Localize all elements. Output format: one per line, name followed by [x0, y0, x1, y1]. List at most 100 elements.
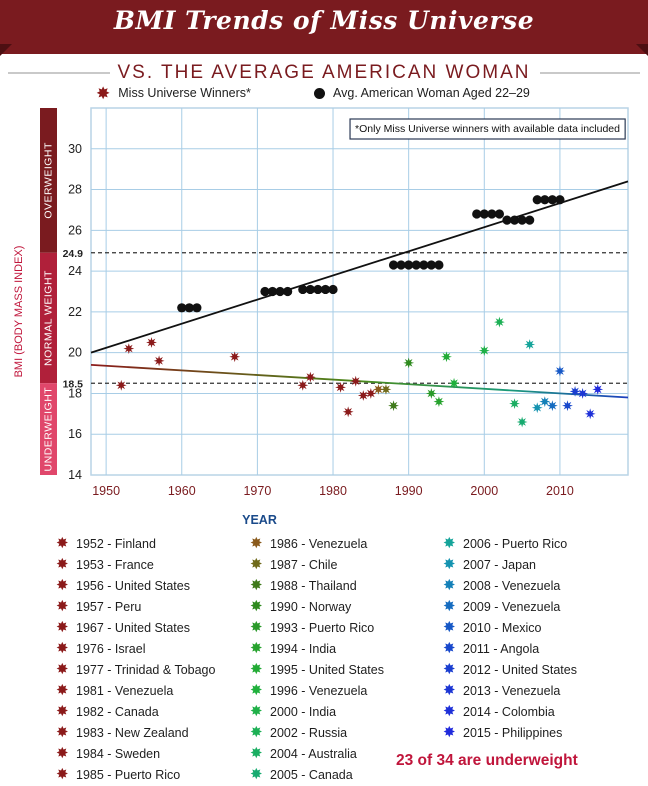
star-icon: ✸	[443, 640, 456, 657]
avg-woman-point	[426, 260, 436, 270]
winner-list-label: 2008 - Venezuela	[463, 579, 561, 593]
miss-universe-point	[448, 377, 460, 389]
avg-woman-point	[555, 195, 565, 205]
x-tick-label: 1970	[243, 484, 271, 498]
winner-list-item: ✸ 2010 - Mexico	[443, 617, 577, 638]
miss-universe-point	[494, 316, 505, 328]
star-icon: ✸	[443, 556, 456, 573]
page-title: BMI Trends of Miss Universe	[113, 6, 535, 35]
star-icon: ✸	[250, 577, 263, 594]
miss-universe-point	[425, 388, 437, 399]
winner-list-item: ✸ 1953 - France	[56, 554, 215, 575]
winner-list-item: ✸ 2012 - United States	[443, 659, 577, 680]
winner-list-label: 1981 - Venezuela	[76, 684, 174, 698]
avg-woman-point	[547, 195, 557, 205]
miss-universe-point	[554, 365, 566, 377]
miss-universe-point	[478, 345, 490, 357]
winner-list-label: 2007 - Japan	[463, 558, 536, 572]
winner-list-item: ✸ 1986 - Venezuela	[250, 533, 384, 554]
avg-woman-point	[305, 284, 315, 295]
star-icon: ✸	[250, 745, 263, 762]
winner-list-item: ✸ 2009 - Venezuela	[443, 596, 577, 617]
star-icon: ✸	[250, 640, 263, 657]
y-tick-label: 26	[68, 223, 82, 237]
winner-list-label: 1996 - Venezuela	[270, 684, 368, 698]
miss-universe-point	[229, 351, 241, 363]
star-icon: ✸	[250, 766, 263, 783]
avg-woman-point	[275, 286, 285, 297]
miss-universe-point	[350, 375, 362, 387]
winner-list-label: 2010 - Mexico	[463, 621, 542, 635]
miss-universe-point	[357, 390, 369, 401]
title-banner	[0, 0, 648, 54]
miss-universe-point	[539, 396, 551, 407]
winner-list-label: 2015 - Philippines	[463, 726, 563, 740]
star-icon: ✸	[250, 535, 263, 552]
winners-list-column-2: ✸ 1986 - Venezuela ✸ 1987 - Chile ✸ 1988 - Th…	[250, 533, 384, 785]
y-tick-label: 22	[68, 305, 82, 319]
miss-universe-point	[342, 406, 354, 418]
miss-universe-point	[146, 337, 157, 348]
star-icon: ✸	[250, 598, 263, 615]
winner-list-label: 1990 - Norway	[270, 600, 352, 614]
underweight-summary: 23 of 34 are underweight	[396, 752, 578, 769]
avg-woman-point	[298, 284, 308, 295]
avg-woman-point	[313, 284, 323, 295]
divider-left	[8, 72, 110, 74]
winner-list-label: 2005 - Canada	[270, 768, 353, 782]
star-icon: ✸	[443, 703, 456, 720]
miss-universe-point	[577, 388, 589, 399]
star-icon: ✸	[56, 682, 69, 699]
miss-universe-point	[509, 398, 520, 410]
avg-woman-point	[472, 209, 482, 219]
star-icon: ✸	[443, 661, 456, 678]
winner-list-item: ✸ 1995 - United States	[250, 659, 384, 680]
band-label: OVERWEIGHT	[43, 142, 55, 219]
miss-universe-point	[115, 379, 127, 391]
star-icon: ✸	[56, 703, 69, 720]
winner-list-label: 1976 - Israel	[76, 642, 146, 656]
avg-woman-point	[267, 286, 278, 297]
winner-list-label: 1988 - Thailand	[270, 579, 357, 593]
winner-list-item: ✸ 1996 - Venezuela	[250, 680, 384, 701]
x-tick-label: 1950	[92, 484, 120, 498]
y-tick-label: 30	[68, 142, 82, 156]
avg-woman-point	[283, 286, 293, 297]
winner-list-item: ✸ 1987 - Chile	[250, 554, 384, 575]
miss-universe-point	[441, 351, 452, 363]
x-tick-label: 1980	[319, 484, 347, 498]
avg-woman-point	[502, 215, 512, 225]
winner-list-item: ✸ 1983 - New Zealand	[56, 722, 215, 743]
winners-list-column-1: ✸ 1952 - Finland ✸ 1953 - France ✸ 1956 - Uni…	[56, 533, 215, 785]
miss-universe-point	[373, 383, 384, 395]
winner-list-item: ✸ 1976 - Israel	[56, 638, 215, 659]
avg-woman-point	[388, 260, 399, 270]
winner-list-item: ✸ 1994 - India	[250, 638, 384, 659]
miss-universe-point	[335, 381, 346, 393]
plot-area	[90, 107, 629, 476]
miss-universe-point	[584, 408, 596, 420]
star-icon: ✸	[56, 598, 69, 615]
band-normal-weight	[40, 252, 57, 384]
x-axis-label: YEAR	[242, 513, 277, 527]
winner-list-item: ✸ 1993 - Puerto Rico	[250, 617, 384, 638]
winner-list-label: 1986 - Venezuela	[270, 537, 368, 551]
avg-woman-point	[494, 209, 505, 219]
star-marker-icon: ✸	[96, 83, 111, 103]
miss-universe-point	[546, 400, 558, 412]
winner-list-label: 1982 - Canada	[76, 705, 159, 719]
winner-list-label: 1952 - Finland	[76, 537, 156, 551]
winner-list-item: ✸ 1982 - Canada	[56, 701, 215, 722]
miss-universe-point	[569, 386, 581, 397]
star-icon: ✸	[250, 619, 263, 636]
winner-list-item: ✸ 2015 - Philippines	[443, 722, 577, 743]
winner-list-item: ✸ 2006 - Puerto Rico	[443, 533, 577, 554]
winner-list-label: 1977 - Trinidad & Tobago	[76, 663, 216, 677]
miss-universe-point	[403, 357, 415, 369]
star-icon: ✸	[443, 724, 456, 741]
avg-woman-point	[396, 260, 406, 270]
winner-list-item: ✸ 2002 - Russia	[250, 722, 384, 743]
star-icon: ✸	[250, 556, 263, 573]
avg-woman-point	[177, 303, 187, 313]
x-tick-label: 1960	[168, 484, 196, 498]
